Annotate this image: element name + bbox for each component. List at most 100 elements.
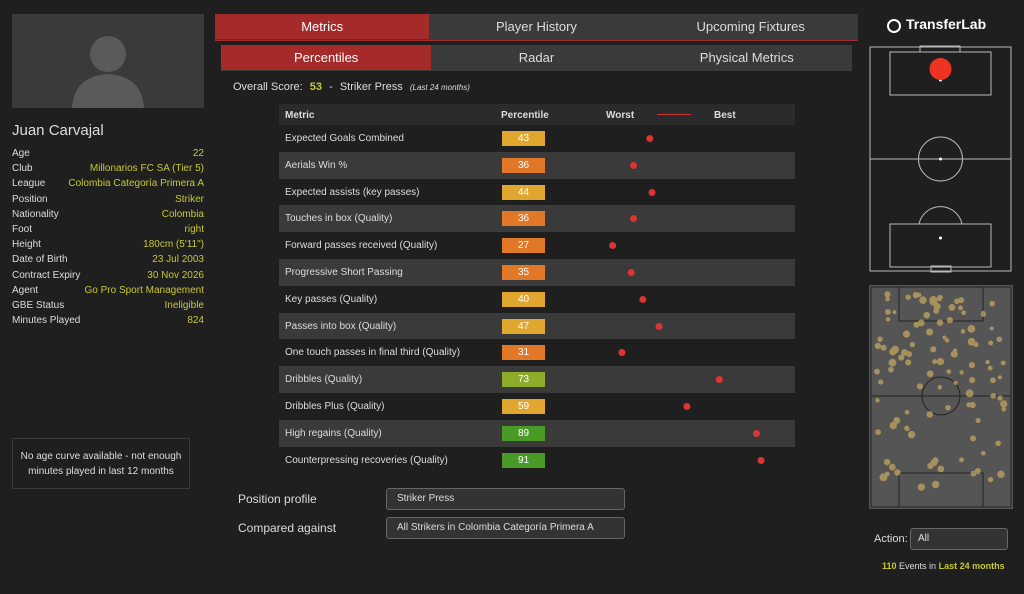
- percentile-dot: [715, 376, 723, 384]
- brand: TransferLab: [887, 16, 986, 33]
- metric-name: Key passes (Quality): [285, 293, 378, 305]
- info-row: Position Striker: [12, 194, 204, 209]
- info-value: 22: [192, 148, 204, 159]
- header: Metric: [285, 110, 315, 121]
- age-curve-note: No age curve available - not enough minu…: [12, 438, 190, 489]
- percentile-badge: 31: [502, 345, 545, 361]
- metric-row: Aerials Win % 36: [279, 151, 795, 179]
- info-row: Nationality Colombia: [12, 209, 204, 224]
- info-value: Colombia Categoría Primera A: [68, 178, 204, 190]
- metric-name: Aerials Win %: [285, 159, 348, 171]
- percentile-badge: 91: [502, 452, 545, 468]
- field-label: Position profile: [238, 492, 317, 506]
- info-row: Foot right: [12, 224, 204, 239]
- percentile-track: [572, 188, 786, 196]
- metric-row: Counterpressing recoveries (Quality) 91: [279, 446, 795, 474]
- metric-name: Expected Goals Combined: [285, 133, 404, 144]
- metric-row: Progressive Short Passing 35: [279, 259, 795, 286]
- events-summary: 110 Events in Last 24 months: [882, 561, 1005, 571]
- action-label: Action:: [874, 533, 908, 545]
- info-label: Minutes Played: [12, 315, 81, 327]
- tab[interactable]: Physical Metrics: [699, 50, 794, 65]
- metric-row: Touches in box (Quality) 36: [279, 205, 795, 233]
- info-label: Date of Birth: [12, 254, 68, 266]
- events-count: 110: [882, 561, 897, 571]
- percentile-dot: [655, 322, 663, 330]
- percentile-dot: [752, 429, 760, 437]
- percentile-track: [572, 269, 786, 276]
- overall-score: Overall Score: 53 - Striker Press (Last …: [233, 81, 470, 93]
- percentile-dot: [683, 403, 691, 410]
- events-text: Events in: [899, 561, 937, 571]
- info-row: Date of Birth 23 Jul 2003: [12, 254, 204, 269]
- header: Percentile: [501, 110, 549, 121]
- tab[interactable]: Player History: [495, 19, 577, 34]
- info-row: Contract Expiry 30 Nov 2026: [12, 270, 204, 285]
- percentile-dot: [627, 269, 635, 276]
- dropdown[interactable]: All Strikers in Colombia Categoría Prime…: [386, 517, 625, 539]
- percentile-dot: [630, 161, 638, 169]
- percentile-badge: 47: [502, 318, 545, 334]
- score-label: Overall Score:: [233, 81, 303, 93]
- info-label: Nationality: [12, 208, 59, 220]
- info-row: Height 180cm (5'11"): [12, 239, 204, 254]
- dropdown-value: All Strikers in Colombia Categoría Prime…: [397, 522, 594, 533]
- metric-row: High regains (Quality) 89: [279, 419, 795, 447]
- percentile-track: [572, 349, 786, 357]
- tab[interactable]: Metrics: [215, 14, 430, 39]
- tab[interactable]: Upcoming Fixtures: [696, 19, 805, 34]
- info-label: Height: [12, 239, 41, 251]
- info-value: right: [184, 224, 204, 235]
- percentile-track: [572, 429, 786, 437]
- info-label: Contract Expiry: [12, 269, 81, 281]
- percentile-badge: 43: [502, 131, 545, 146]
- percentile-badge: 59: [502, 399, 545, 414]
- heatmap: [869, 285, 1013, 509]
- info-value: 30 Nov 2026: [147, 269, 204, 281]
- metric-name: One touch passes in final third (Quality…: [285, 347, 461, 359]
- metric-name: Expected assists (key passes): [285, 186, 420, 198]
- metric-name: Passes into box (Quality): [285, 320, 397, 332]
- tab[interactable]: Radar: [518, 50, 555, 65]
- score-value: 53: [309, 81, 323, 93]
- metric-name: High regains (Quality): [285, 427, 382, 439]
- tab-bar: Metrics Player History Upcoming Fixtures: [215, 14, 858, 41]
- info-label: Foot: [12, 224, 33, 235]
- metric-name: Counterpressing recoveries (Quality): [285, 454, 448, 466]
- info-row: Age 22: [12, 148, 204, 163]
- metric-row: One touch passes in final third (Quality…: [279, 339, 795, 367]
- info-label: Position: [12, 193, 48, 205]
- metric-name: Forward passes received (Quality): [285, 240, 438, 252]
- header: Best: [714, 110, 736, 121]
- pitch: [869, 45, 1012, 273]
- percentile-badge: 89: [502, 425, 545, 441]
- tab[interactable]: Percentiles: [221, 45, 432, 70]
- metric-row: Expected Goals Combined 43: [279, 125, 795, 152]
- metric-row: Dribbles Plus (Quality) 59: [279, 393, 795, 420]
- percentile-badge: 36: [502, 211, 545, 227]
- percentile-badge: 73: [502, 372, 545, 388]
- info-value: Striker: [175, 193, 204, 205]
- percentile-dot: [757, 456, 765, 464]
- percentile-dot: [618, 349, 626, 357]
- header: Worst: [606, 110, 635, 121]
- percentile-track: [572, 403, 786, 410]
- info-row: GBE Status Ineligible: [12, 300, 204, 315]
- event-marker: [929, 58, 952, 80]
- info-value: Colombia: [161, 208, 204, 220]
- percentile-track: [572, 456, 786, 464]
- info-row: Minutes Played 824: [12, 315, 204, 330]
- dropdown[interactable]: Striker Press: [386, 488, 625, 510]
- percentile-dot: [630, 215, 638, 223]
- dropdown[interactable]: All: [910, 528, 1008, 550]
- brand-text: TransferLab: [906, 16, 987, 32]
- info-value: Go Pro Sport Management: [84, 284, 204, 296]
- metric-row: Expected assists (key passes) 44: [279, 178, 795, 206]
- percentile-badge: 27: [502, 238, 545, 254]
- percentile-badge: 44: [502, 184, 545, 200]
- metric-row: Key passes (Quality) 40: [279, 285, 795, 313]
- percentile-track: [572, 322, 786, 330]
- score-period: (Last 24 months): [409, 83, 470, 92]
- percentile-track: [572, 376, 786, 384]
